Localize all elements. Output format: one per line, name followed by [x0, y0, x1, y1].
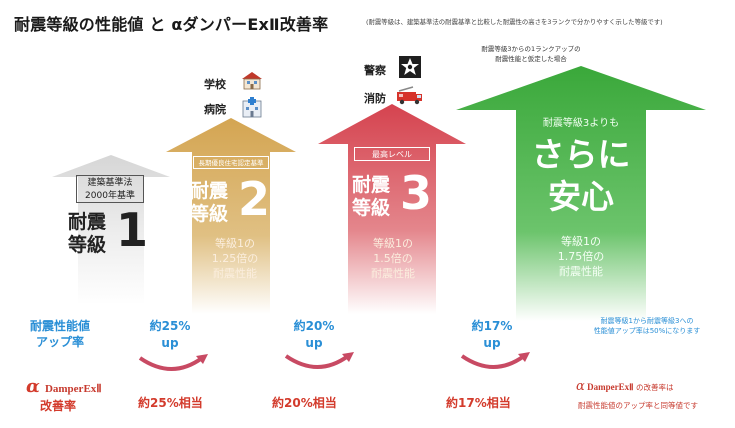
rate-1-text: 約25% up [149, 319, 191, 350]
grade3-arrow: 最高レベル 耐震 等級 3 等級1の 1.5倍の 耐震性能 [318, 104, 466, 314]
fire-label: 消防 [364, 92, 386, 105]
grade3-title: 耐震 等級 [352, 174, 391, 219]
grade2-number: 2 [238, 172, 271, 226]
grade3-number: 3 [400, 166, 433, 220]
rate-3-text: 約17% up [471, 319, 513, 350]
extra-headline: さらに 安心 [531, 135, 631, 216]
grade3-description: 等級1の 1.5倍の 耐震性能 [371, 237, 415, 280]
grade2-arrow: 長期優良住宅認定基準 耐震 等級 2 等級1の 1.25倍の 耐震性能 [166, 118, 296, 314]
rate-note: 耐震等級1から耐震等級3への 性能値アップ率は50%になります [593, 317, 701, 335]
improvement-note-line1: α DamperExⅡ の改善率は [576, 379, 674, 394]
extra-description: 等級1の 1.75倍の 耐震性能 [557, 235, 605, 278]
damper-logo-alpha: α [26, 376, 40, 397]
hospital-label: 病院 [204, 103, 226, 116]
improvement-value-3: 約17%相当 [446, 396, 511, 410]
police-emblem-icon [399, 56, 421, 82]
damper-logo-text: DamperExⅡ [44, 383, 102, 395]
rate-1-curve-arrow-icon [136, 352, 210, 380]
rate-2-text: 約20% up [293, 319, 335, 350]
improvement-note-line2: 耐震性能値のアップ率と同等値です [578, 401, 698, 410]
school-label: 学校 [204, 78, 226, 91]
extra-assumption-note: 耐震等級3からの1ランクアップの 耐震性能と仮定した場合 [481, 45, 581, 63]
extra-lead: 耐震等級3よりも [542, 118, 620, 129]
damper-logo: α DamperExⅡ [26, 376, 102, 397]
improvement-value-1: 約25%相当 [138, 396, 203, 410]
grade1-title: 耐震 等級 [68, 211, 107, 256]
extra-arrow: 耐震等級3よりも さらに 安心 等級1の 1.75倍の 耐震性能 [456, 66, 706, 321]
page-subtitle: (耐震等級は、建築基準法の耐震基準と比較した耐震性の高さを3ランクで分かりやすく… [366, 18, 663, 26]
grade1-arrow: 建築基準法 2000年基準 耐震 等級 1 [52, 155, 170, 305]
fire-truck-icon [396, 85, 424, 109]
rate-row-label: 耐震性能値 アップ率 [30, 319, 91, 349]
grade2-title: 耐震 等級 [190, 180, 229, 225]
grade1-standard-box: 建築基準法 2000年基準 [76, 175, 144, 203]
rate-3-curve-arrow-icon [458, 350, 532, 378]
rate-2-curve-arrow-icon [282, 350, 356, 378]
grade3-standard-box: 最高レベル [354, 147, 430, 161]
page-title: 耐震等級の性能値 と αダンパーExⅡ改善率 [14, 15, 329, 34]
school-icon [240, 70, 264, 94]
improvement-label: 改善率 [40, 399, 77, 413]
grade1-number: 1 [116, 203, 149, 257]
grade2-description: 等級1の 1.25倍の 耐震性能 [211, 237, 259, 280]
police-label: 警察 [364, 64, 386, 77]
grade2-standard-box: 長期優良住宅認定基準 [193, 156, 269, 169]
hospital-icon [240, 96, 264, 122]
improvement-value-2: 約20%相当 [272, 396, 337, 410]
